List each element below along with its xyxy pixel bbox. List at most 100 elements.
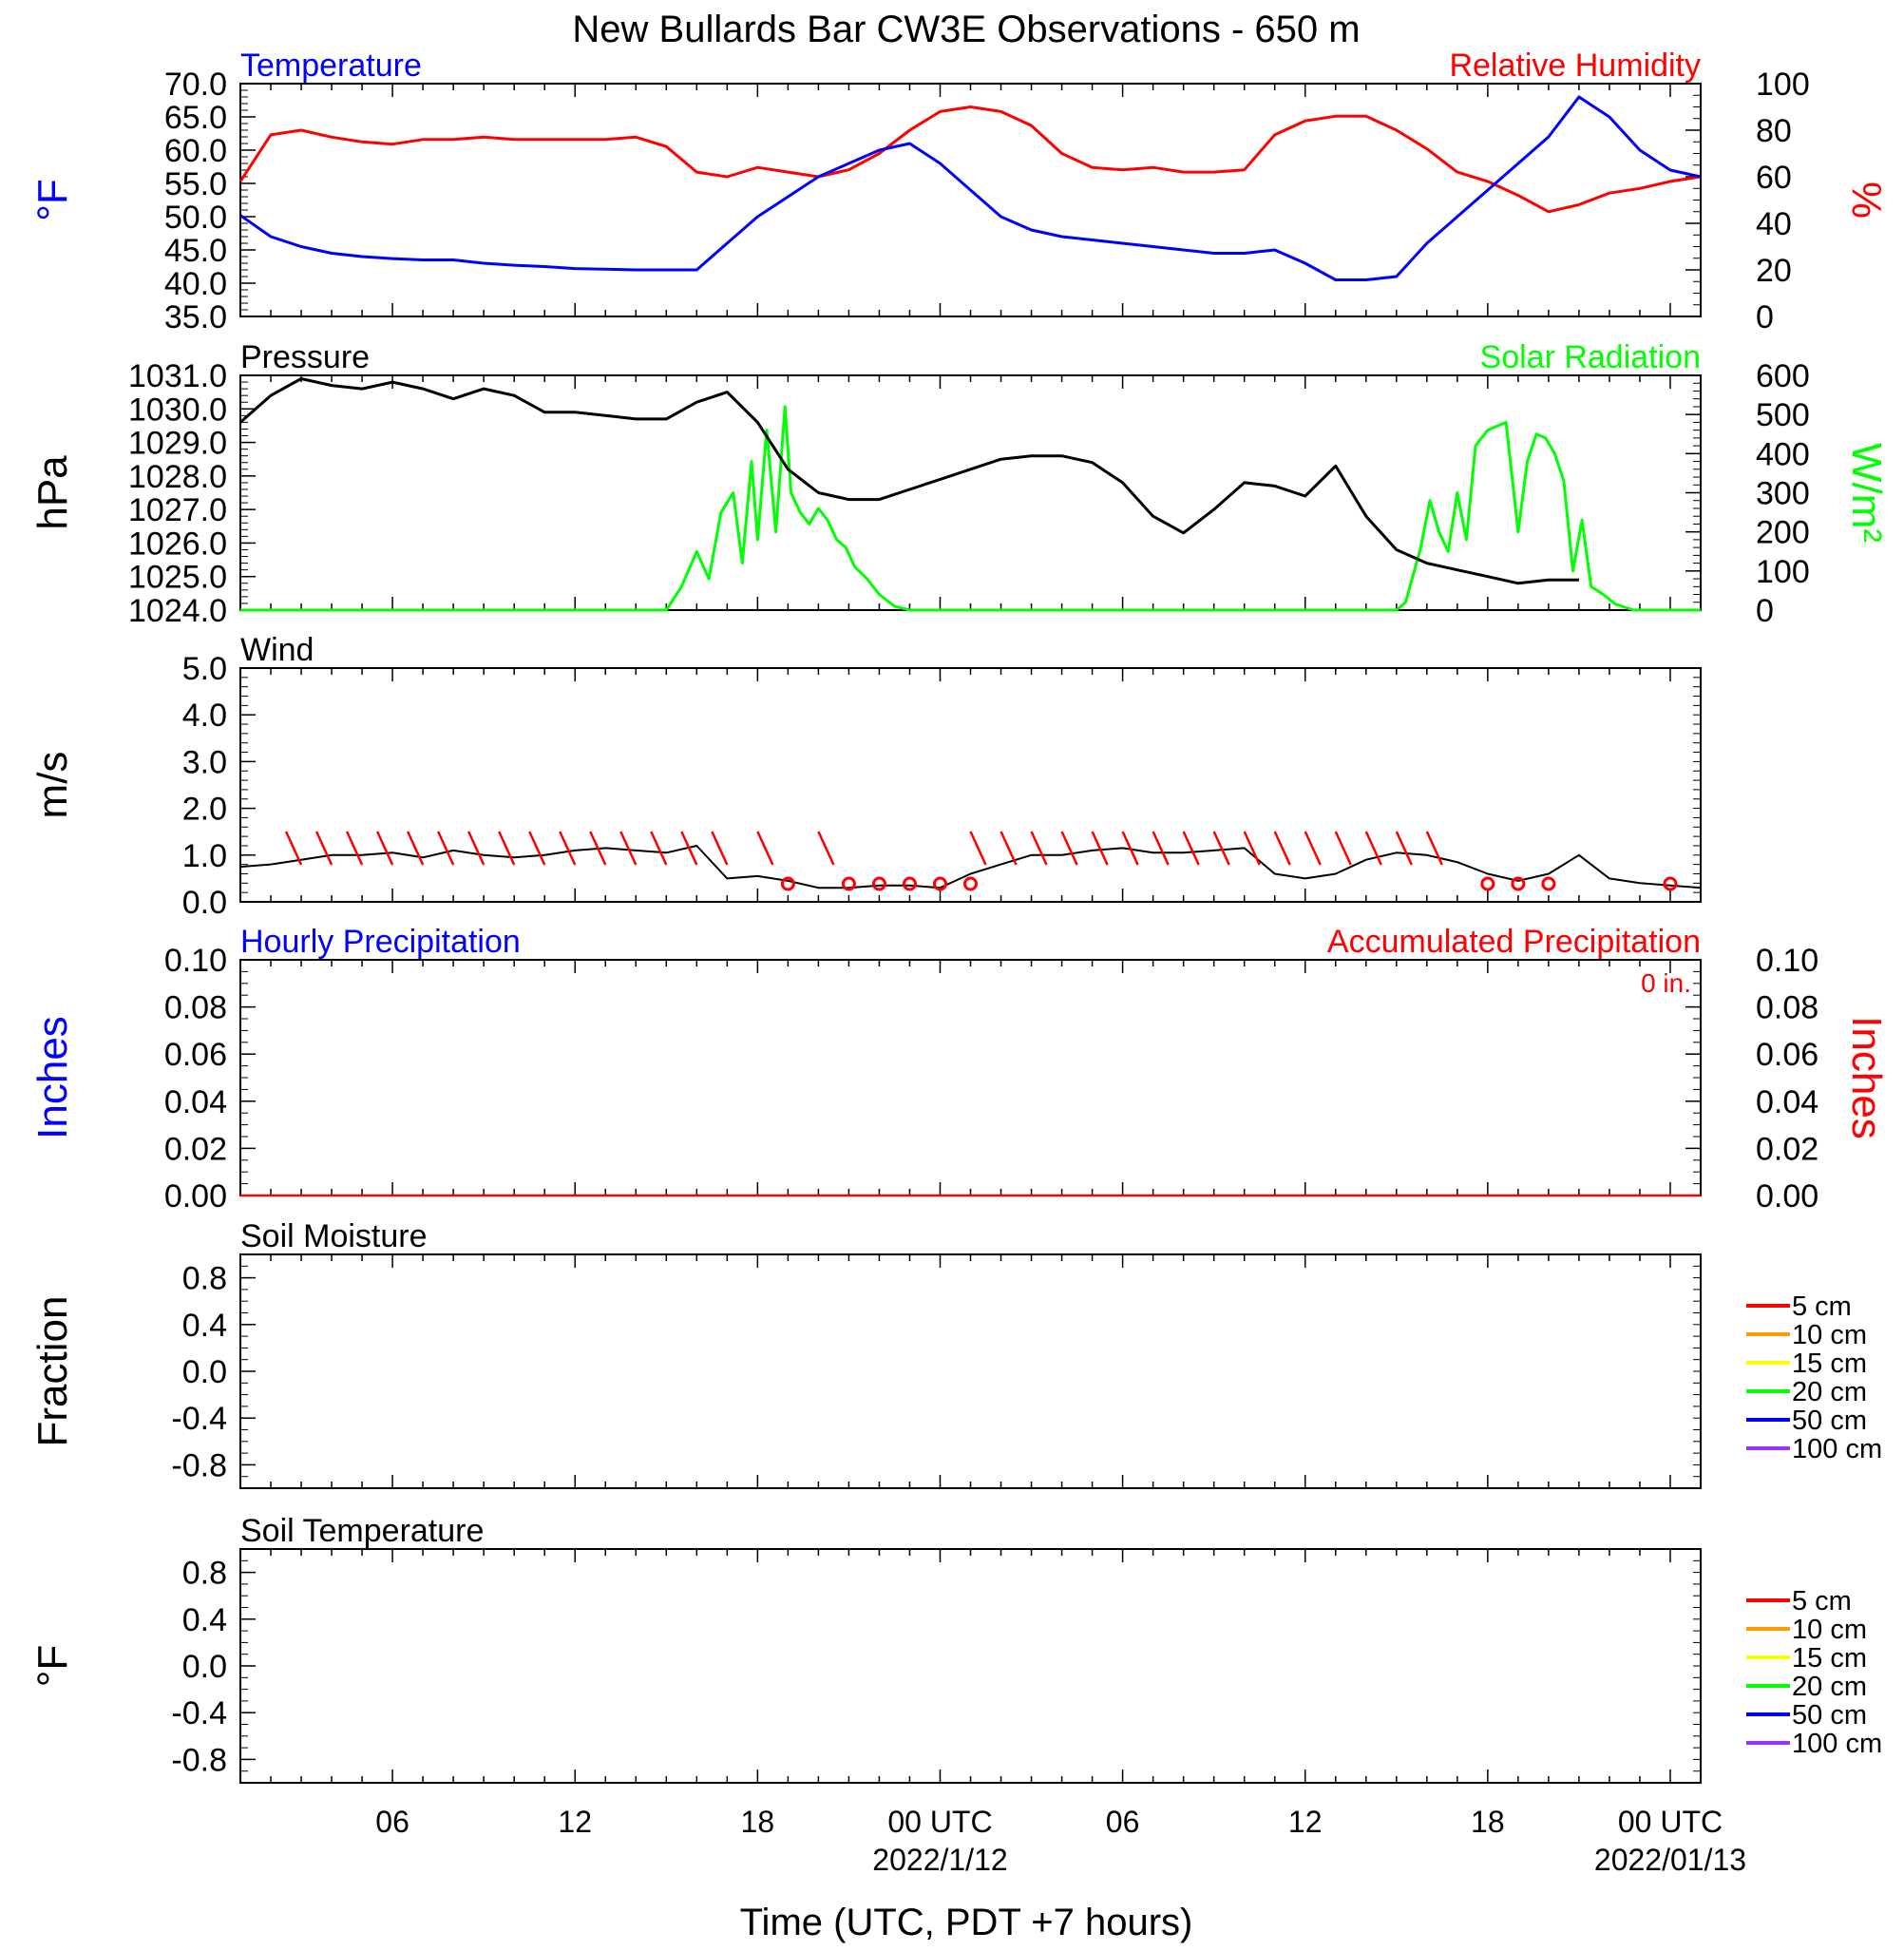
right-unit-label: Inches — [1843, 1016, 1890, 1139]
temperature-line — [239, 95, 1702, 281]
y-tick-label: 0 — [1756, 593, 1774, 629]
y-tick-label: 55.0 — [164, 166, 227, 202]
pressure-panel: 1024.01025.01026.01027.01028.01029.01030… — [29, 339, 1890, 629]
y-tick-label: 0.08 — [1756, 990, 1818, 1026]
legend-label: 10 cm — [1792, 1320, 1867, 1350]
y-tick-label: -0.8 — [171, 1447, 227, 1483]
calm-wind-marker — [932, 876, 947, 891]
wind-barb — [1182, 831, 1200, 866]
y-tick-label: 0.04 — [1756, 1084, 1818, 1120]
y-tick-label: 70.0 — [164, 67, 227, 103]
x-tick-label: 18 — [741, 1805, 775, 1839]
calm-wind-marker — [902, 876, 917, 891]
x-tick-label: 06 — [1106, 1805, 1140, 1839]
wind-barb — [756, 831, 774, 866]
y-tick-label: 60.0 — [164, 133, 227, 169]
legend-label: 10 cm — [1792, 1615, 1867, 1645]
legend-label: 20 cm — [1792, 1377, 1867, 1407]
temperature-panel: 35.040.045.050.055.060.065.070.0 0 20 40 60 8… — [29, 48, 1890, 335]
y-tick-label: 200 — [1756, 515, 1810, 551]
wind-barb — [969, 831, 987, 866]
wind-barb — [1091, 831, 1109, 866]
y-tick-label: 65.0 — [164, 100, 227, 136]
temperature-frame — [239, 83, 1702, 317]
y-tick-label: 1029.0 — [128, 426, 227, 462]
y-tick-label: 0.0 — [182, 1649, 227, 1685]
y-tick-label: 0.00 — [1756, 1178, 1818, 1215]
wind-barb — [1030, 831, 1048, 866]
calm-wind-marker — [1511, 876, 1526, 891]
wind-barb — [1243, 831, 1261, 866]
wind-barb — [1425, 831, 1443, 866]
wind-barb — [528, 831, 546, 866]
y-tick-label: 300 — [1756, 476, 1810, 512]
y-tick-label: 40.0 — [164, 266, 227, 302]
y-tick-label: 0.0 — [182, 885, 227, 921]
wind-barb — [314, 831, 333, 866]
left-panel-title: Temperature — [240, 48, 422, 84]
y-tick-label: 600 — [1756, 358, 1810, 394]
right-unit-label: % — [1843, 182, 1890, 219]
left-unit-label: °F — [29, 179, 76, 220]
calm-wind-marker — [871, 876, 886, 891]
wind-barb — [1212, 831, 1230, 866]
wind-barb — [1152, 831, 1170, 866]
wind-frame — [239, 667, 1702, 903]
x-date-label: 2022/01/13 — [1594, 1843, 1746, 1877]
wind-barb — [1334, 831, 1352, 866]
calm-wind-marker — [841, 876, 856, 891]
wind-barb — [1273, 831, 1291, 866]
legend-label: 100 cm — [1792, 1434, 1882, 1464]
x-tick-label: 00 UTC — [887, 1805, 992, 1839]
left-panel-title: Wind — [240, 632, 314, 668]
right-panel-title: Accumulated Precipitation — [1327, 924, 1701, 960]
left-unit-label: Fraction — [29, 1296, 76, 1447]
y-tick-label: 0.10 — [1756, 943, 1818, 979]
solar-line — [240, 405, 1701, 612]
wind-barb — [650, 831, 668, 866]
accum-total-label: 0 in. — [1641, 968, 1691, 998]
y-tick-label: 40 — [1756, 206, 1792, 242]
wind-barb — [436, 831, 455, 866]
wind-barb — [1121, 831, 1139, 866]
wind-barb — [1395, 831, 1413, 866]
y-tick-label: 45.0 — [164, 233, 227, 269]
left-panel-title: Soil Moisture — [240, 1218, 428, 1254]
soil_moisture-frame — [239, 1253, 1702, 1489]
left-panel-title: Hourly Precipitation — [240, 924, 521, 960]
wind-barb — [817, 831, 835, 866]
right-panel-title: Solar Radiation — [1480, 339, 1701, 375]
y-tick-label: 1026.0 — [128, 526, 227, 562]
y-tick-label: -0.4 — [171, 1695, 227, 1731]
left-unit-label: Inches — [29, 1016, 76, 1139]
y-tick-label: 0.8 — [182, 1261, 227, 1297]
wind-barb — [619, 831, 638, 866]
y-tick-label: 500 — [1756, 397, 1810, 433]
calm-wind-marker — [1663, 876, 1678, 891]
y-tick-label: 2.0 — [182, 792, 227, 828]
y-tick-label: 0 — [1756, 299, 1774, 335]
wind-barb — [345, 831, 364, 866]
y-tick-label: 3.0 — [182, 744, 227, 780]
y-tick-label: 100 — [1756, 554, 1810, 590]
x-axis-label: Time (UTC, PDT +7 hours) — [740, 1902, 1193, 1943]
wind-barb — [559, 831, 577, 866]
legend-label: 5 cm — [1792, 1291, 1852, 1322]
y-tick-label: 1024.0 — [128, 593, 227, 629]
y-tick-label: 400 — [1756, 436, 1810, 472]
wind-barb — [406, 831, 425, 866]
wind-barb — [1304, 831, 1322, 866]
y-tick-label: 0.06 — [1756, 1037, 1818, 1073]
y-tick-label: -0.4 — [171, 1401, 227, 1437]
legend-label: 5 cm — [1792, 1586, 1852, 1616]
x-tick-label: 00 UTC — [1618, 1805, 1723, 1839]
wind-speed-line — [239, 845, 1702, 889]
y-tick-label: 20 — [1756, 253, 1792, 289]
wind-barb — [589, 831, 607, 866]
x-tick-label: 18 — [1471, 1805, 1505, 1839]
precipitation-frame — [239, 959, 1702, 1196]
calm-wind-marker — [780, 876, 795, 891]
y-tick-label: 35.0 — [164, 299, 227, 335]
legend-label: 50 cm — [1792, 1406, 1867, 1436]
